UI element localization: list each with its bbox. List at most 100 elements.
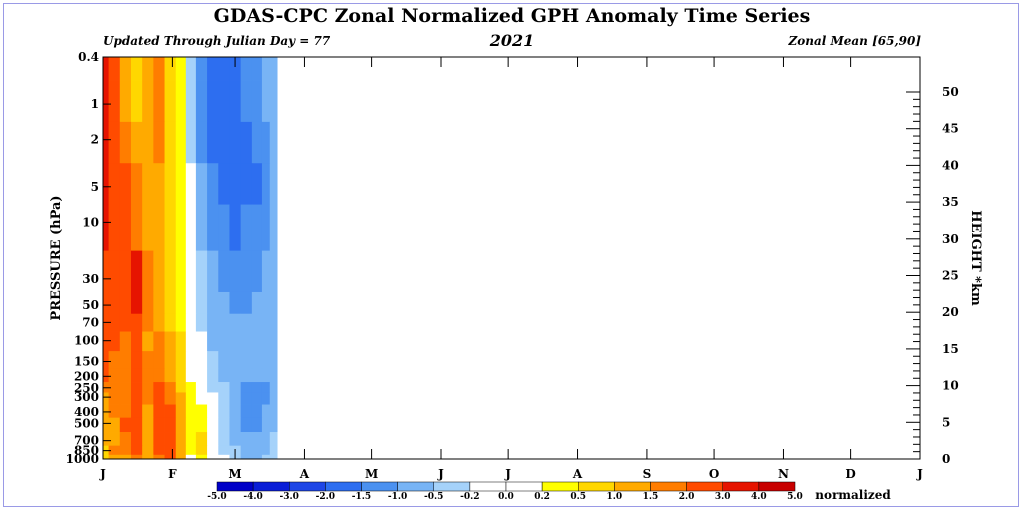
heatmap-cell: [207, 417, 219, 433]
heatmap-cell: [218, 57, 230, 81]
heatmap-cell: [119, 204, 132, 252]
y2-tick-label: 30: [942, 232, 959, 246]
heatmap-cell: [175, 445, 187, 456]
heatmap-cell: [103, 204, 109, 252]
y-tick-label: 500: [74, 416, 99, 430]
heatmap-cell: [185, 351, 197, 370]
heatmap-cell: [103, 250, 109, 293]
heatmap-cell: [229, 163, 242, 205]
heatmap-cell: [240, 445, 253, 456]
colorbar-tick-label: 0.5: [570, 492, 586, 502]
heatmap-cell: [207, 392, 219, 405]
heatmap-cell: [251, 368, 263, 383]
heatmap-cell: [251, 382, 263, 393]
heatmap-cell: [269, 57, 278, 81]
heatmap-cell: [108, 331, 121, 352]
heatmap-cell: [261, 250, 271, 293]
heatmap-cell: [218, 404, 230, 419]
heatmap-cell: [164, 331, 177, 352]
heatmap-cell: [218, 351, 230, 370]
heatmap-cell: [108, 80, 121, 123]
colorbar-tick-label: -3.0: [280, 492, 299, 502]
heatmap-cell: [185, 57, 197, 81]
heatmap-cell: [261, 80, 271, 123]
heatmap-cell: [261, 163, 271, 205]
heatmap-cell: [164, 392, 177, 405]
colorbar-swatch: [325, 481, 362, 492]
heatmap-cell: [175, 382, 187, 393]
heatmap-cell: [108, 163, 121, 205]
heatmap-cell: [175, 204, 187, 252]
heatmap-cell: [130, 331, 143, 352]
y2-tick-label: 45: [942, 122, 959, 136]
y-tick-label: 100: [74, 334, 99, 348]
heatmap-cell: [269, 382, 278, 393]
y-tick-label: 200: [74, 369, 99, 383]
heatmap-cell: [251, 121, 263, 164]
heatmap-cell: [207, 432, 219, 447]
heatmap-cell: [153, 417, 165, 433]
heatmap-cell: [175, 163, 187, 205]
heatmap-cell: [261, 417, 271, 433]
heatmap-cell: [229, 382, 242, 393]
heatmap-cell: [269, 368, 278, 383]
heatmap-cell: [130, 454, 143, 460]
heatmap-cell: [142, 454, 154, 460]
heatmap-cell: [164, 445, 177, 456]
heatmap-cell: [185, 454, 197, 460]
heatmap-cell: [142, 250, 154, 293]
heatmap-cell: [195, 368, 208, 383]
subtitle-year: 2021: [489, 31, 535, 50]
heatmap-cell: [185, 331, 197, 352]
heatmap-cell: [142, 417, 154, 433]
heatmap-cell: [119, 163, 132, 205]
y-tick-label: 10: [82, 215, 99, 229]
heatmap-cell: [229, 417, 242, 433]
colorbar-swatch: [361, 481, 398, 492]
heatmap-cell: [119, 331, 132, 352]
heatmap-cell: [195, 404, 208, 419]
heatmap-cell: [103, 57, 109, 81]
heatmap-cell: [218, 250, 230, 293]
heatmap-cell: [119, 80, 132, 123]
heatmap-cell: [269, 432, 278, 447]
heatmap-cell: [108, 291, 121, 315]
heatmap-cell: [130, 163, 143, 205]
colorbar-tick-label: -5.0: [207, 492, 226, 502]
heatmap-cell: [185, 250, 197, 293]
heatmap-cell: [240, 368, 253, 383]
heatmap-cell: [240, 454, 253, 460]
heatmap-cell: [108, 445, 121, 456]
heatmap-cell: [240, 331, 253, 352]
heatmap-cell: [240, 250, 253, 293]
heatmap-cell: [218, 454, 230, 460]
heatmap-cell: [164, 382, 177, 393]
heatmap-cell: [185, 392, 197, 405]
heatmap-cell: [175, 392, 187, 405]
heatmap-cell: [119, 368, 132, 383]
heatmap-cell: [218, 331, 230, 352]
heatmap-cell: [142, 351, 154, 370]
y2-tick-label: 15: [942, 342, 959, 356]
heatmap-cell: [240, 432, 253, 447]
heatmap-cell: [261, 445, 271, 456]
colorbar-tick-label: -4.0: [243, 492, 262, 502]
heatmap-cell: [142, 313, 154, 332]
y-tick-label: 50: [82, 298, 99, 312]
colorbar-swatch: [252, 481, 290, 492]
heatmap-cell: [251, 80, 263, 123]
heatmap-cell: [153, 163, 165, 205]
heatmap-cell: [164, 291, 177, 315]
heatmap-cell: [175, 454, 187, 460]
heatmap-cell: [119, 432, 132, 447]
heatmap-cell: [175, 291, 187, 315]
heatmap-cell: [103, 351, 109, 370]
heatmap-cell: [185, 417, 197, 433]
heatmap-cell: [164, 417, 177, 433]
heatmap-cell: [207, 404, 219, 419]
y-tick-label: 5: [91, 180, 99, 194]
x-tick-label: S: [643, 467, 652, 481]
x-tick-label: J: [437, 467, 444, 481]
heatmap-cell: [185, 313, 197, 332]
